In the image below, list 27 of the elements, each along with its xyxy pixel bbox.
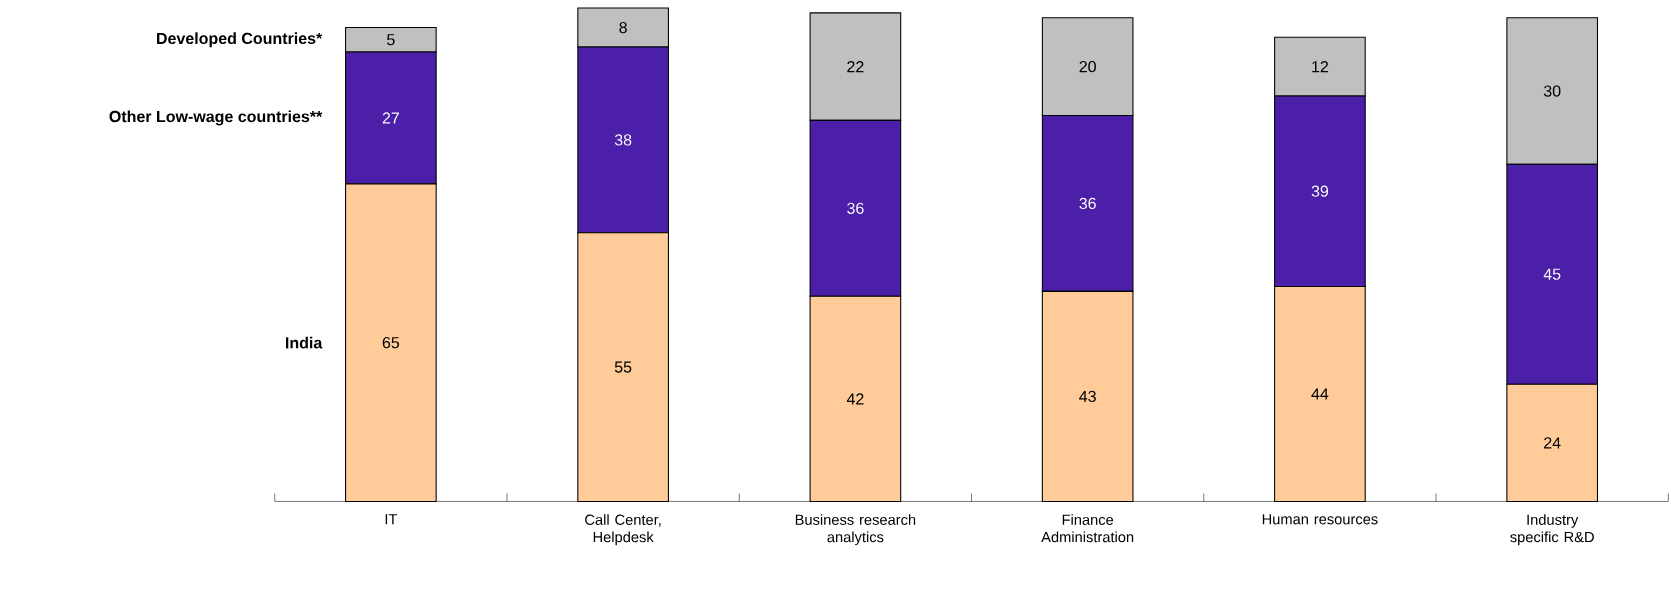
- data-label: 65: [382, 337, 400, 349]
- data-label: 45: [1543, 268, 1561, 280]
- data-label: 27: [382, 112, 399, 124]
- series-label: Developed Countries*: [157, 32, 323, 48]
- data-label: 5: [387, 34, 395, 46]
- data-label: 12: [1312, 61, 1329, 73]
- data-label: 38: [614, 134, 632, 146]
- data-label: 20: [1079, 61, 1096, 73]
- data-label: 43: [1079, 390, 1096, 403]
- data-label: 55: [614, 361, 632, 373]
- x-tick-label: Business research analytics: [795, 514, 916, 546]
- data-label: 39: [1311, 185, 1329, 197]
- data-label: 24: [1544, 437, 1561, 449]
- data-label: 22: [847, 61, 864, 73]
- x-tick-label: Human resources: [1262, 514, 1378, 525]
- data-label: 36: [1079, 197, 1096, 210]
- series-label: India: [286, 336, 323, 349]
- series-label: Other Low-wage countries**: [109, 110, 323, 126]
- data-label: 42: [846, 393, 864, 405]
- x-tick-label: IT: [385, 514, 398, 525]
- data-label: 36: [847, 202, 864, 215]
- x-tick-label: Industry specific R&D: [1510, 514, 1594, 546]
- data-label: 44: [1311, 388, 1329, 400]
- x-tick-label: Call Center, Helpdesk: [585, 514, 661, 546]
- x-tick-label: Finance Administration: [1041, 514, 1134, 543]
- data-label: 8: [619, 21, 627, 34]
- data-label: 30: [1543, 85, 1561, 97]
